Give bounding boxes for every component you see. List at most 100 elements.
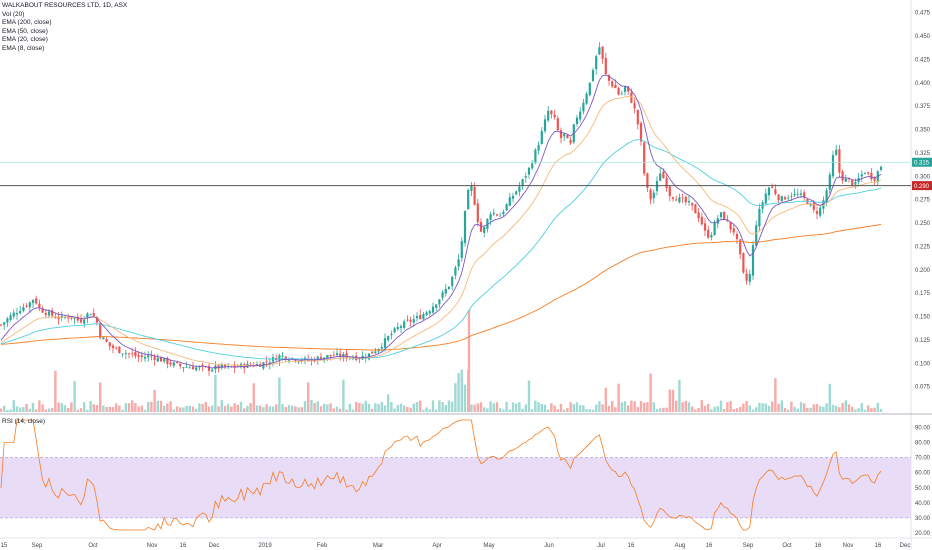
volume-bar	[588, 409, 591, 412]
volume-bar	[617, 383, 620, 412]
candle-body	[182, 367, 185, 369]
volume-bar	[835, 405, 838, 412]
candle-body	[284, 356, 287, 360]
candle-body	[383, 338, 387, 348]
volume-bar	[684, 400, 687, 412]
candle-body	[329, 354, 332, 357]
volume-bar	[396, 405, 399, 412]
candle-body	[31, 299, 35, 303]
price-tick-label: 0.225	[915, 244, 931, 250]
volume-bar	[879, 408, 883, 412]
volume-bar	[467, 310, 471, 412]
candle-body	[79, 319, 83, 323]
time-tick-label: Jun	[544, 543, 554, 549]
candle-body	[566, 134, 569, 139]
volume-bar	[739, 407, 742, 412]
volume-bar	[339, 408, 342, 412]
volume-bar	[425, 407, 428, 412]
volume-bar	[585, 409, 588, 412]
candle-body	[841, 171, 844, 181]
candle-body	[3, 322, 6, 325]
volume-bar	[601, 404, 604, 412]
candle-body	[812, 202, 815, 210]
candle-body	[83, 319, 86, 324]
volume-bar	[863, 409, 867, 412]
ema-8-line	[0, 74, 882, 369]
candle-body	[713, 221, 716, 236]
volume-bar	[441, 402, 444, 412]
volume-bar	[710, 409, 713, 412]
volume-bar	[579, 405, 582, 412]
volume-bar	[163, 405, 166, 412]
volume-bar	[147, 402, 150, 412]
volume-bar	[175, 406, 179, 412]
legend-ema20: EMA (20, close)	[2, 36, 48, 44]
volume-bar	[527, 380, 531, 412]
candle-body	[15, 313, 19, 315]
volume-bar	[367, 403, 371, 412]
volume-bar	[207, 406, 211, 412]
volume-bar	[92, 404, 95, 412]
price-tick-label: 0.425	[915, 57, 931, 63]
candle-body	[201, 364, 204, 367]
volume-bar	[857, 408, 860, 412]
candle-body	[409, 319, 412, 322]
volume-bar	[403, 405, 406, 412]
volume-bar	[876, 402, 879, 412]
candle-body	[444, 288, 447, 294]
candle-body	[815, 211, 819, 214]
candle-body	[495, 214, 499, 216]
candle-body	[28, 302, 31, 308]
volume-bar	[70, 402, 73, 412]
volume-bar	[67, 408, 70, 412]
time-tick-label: May	[483, 543, 494, 549]
volume-bar	[57, 402, 60, 412]
volume-bar	[262, 407, 265, 412]
volume-bar	[227, 403, 230, 412]
volume-bar	[131, 400, 134, 412]
volume-bar	[531, 409, 534, 412]
candle-body	[255, 363, 259, 366]
volume-bar	[60, 403, 63, 412]
volume-bar	[399, 403, 403, 412]
volume-bar	[694, 409, 697, 412]
price-tick-label: 0.100	[915, 361, 931, 367]
volume-bar	[841, 403, 844, 412]
candle-body	[767, 187, 771, 196]
volume-bar	[316, 401, 319, 412]
candle-body	[553, 114, 556, 118]
volume-bar	[572, 404, 575, 412]
time-tick-label: Nov	[843, 543, 854, 549]
price-tick-label: 0.300	[915, 174, 931, 180]
candle-body	[159, 357, 163, 362]
candle-body	[438, 299, 441, 305]
price-tick-label: 0.250	[915, 221, 931, 227]
volume-bar	[675, 400, 678, 412]
candle-body	[198, 366, 201, 368]
candle-body	[492, 212, 495, 215]
rsi-tick-label: 30.00	[915, 516, 931, 522]
volume-bar	[822, 406, 825, 412]
chart-title: WALKABOUT RESOURCES LTD, 1D, ASX	[2, 2, 128, 9]
candle-body	[278, 355, 281, 361]
price-tick-label: 0.150	[915, 315, 931, 321]
candle-body	[787, 197, 790, 199]
legend-ema8: EMA (8, close)	[2, 44, 45, 52]
legend-ema200: EMA (200, close)	[2, 19, 52, 27]
volume-bar	[761, 403, 764, 412]
volume-bar	[495, 402, 499, 412]
candle-body	[0, 324, 3, 326]
volume-bar	[313, 403, 316, 412]
volume-bar	[479, 402, 483, 412]
candle-body	[332, 355, 335, 357]
candle-body	[12, 312, 15, 317]
volume-bar	[211, 405, 214, 412]
volume-bar	[435, 409, 438, 412]
candle-body	[550, 110, 553, 115]
rsi-tick-label: 40.00	[915, 501, 931, 507]
candle-body	[831, 155, 835, 177]
volume-bar	[771, 401, 774, 412]
price-badges: 0.315 0.290	[0, 157, 932, 191]
volume-bar	[294, 406, 297, 412]
